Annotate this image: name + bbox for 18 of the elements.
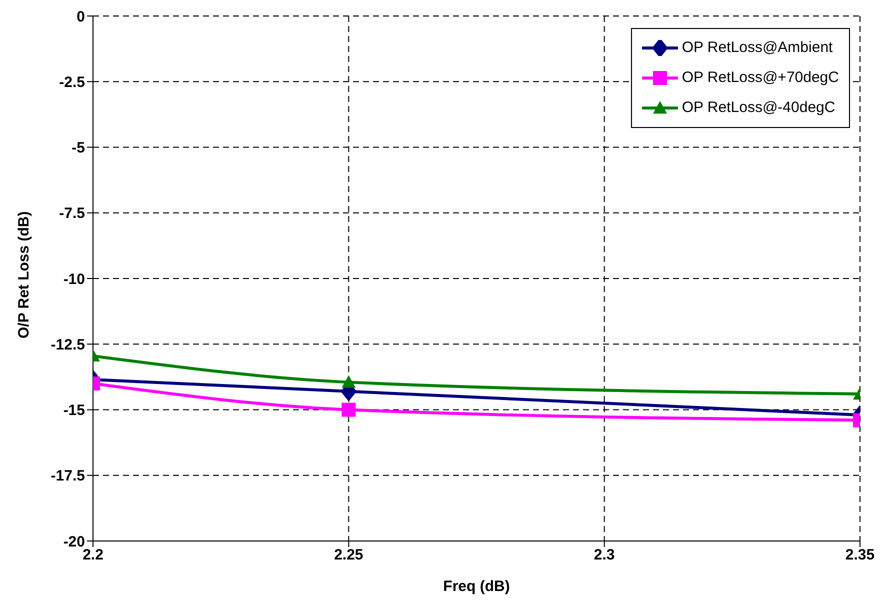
y-tick-label: -10 <box>63 270 85 288</box>
x-tick-label: 2.25 <box>334 546 364 564</box>
y-tick-label: -2.5 <box>59 74 85 91</box>
x-tick-label: 2.2 <box>82 546 104 564</box>
x-tick-label: 2.35 <box>845 546 875 564</box>
x-tick-label: 2.3 <box>594 546 615 564</box>
y-tick-label: -7.5 <box>59 205 85 222</box>
legend-label: OP RetLoss@+70degC <box>682 68 839 88</box>
y-tick-label: -17.5 <box>50 468 85 485</box>
y-axis-title: O/P Ret Loss (dB) <box>15 211 32 338</box>
y-tick-label: -20 <box>63 533 85 550</box>
x-axis-title: Freq (dB) <box>443 578 510 595</box>
y-tick-label: 0 <box>76 8 85 26</box>
legend-label: OP RetLoss@Ambient <box>682 38 833 58</box>
y-tick-label: -12.5 <box>50 336 85 354</box>
y-tick-label: -5 <box>72 140 85 157</box>
legend-label: OP RetLoss@-40degC <box>682 98 836 118</box>
y-tick-label: -15 <box>63 402 85 420</box>
